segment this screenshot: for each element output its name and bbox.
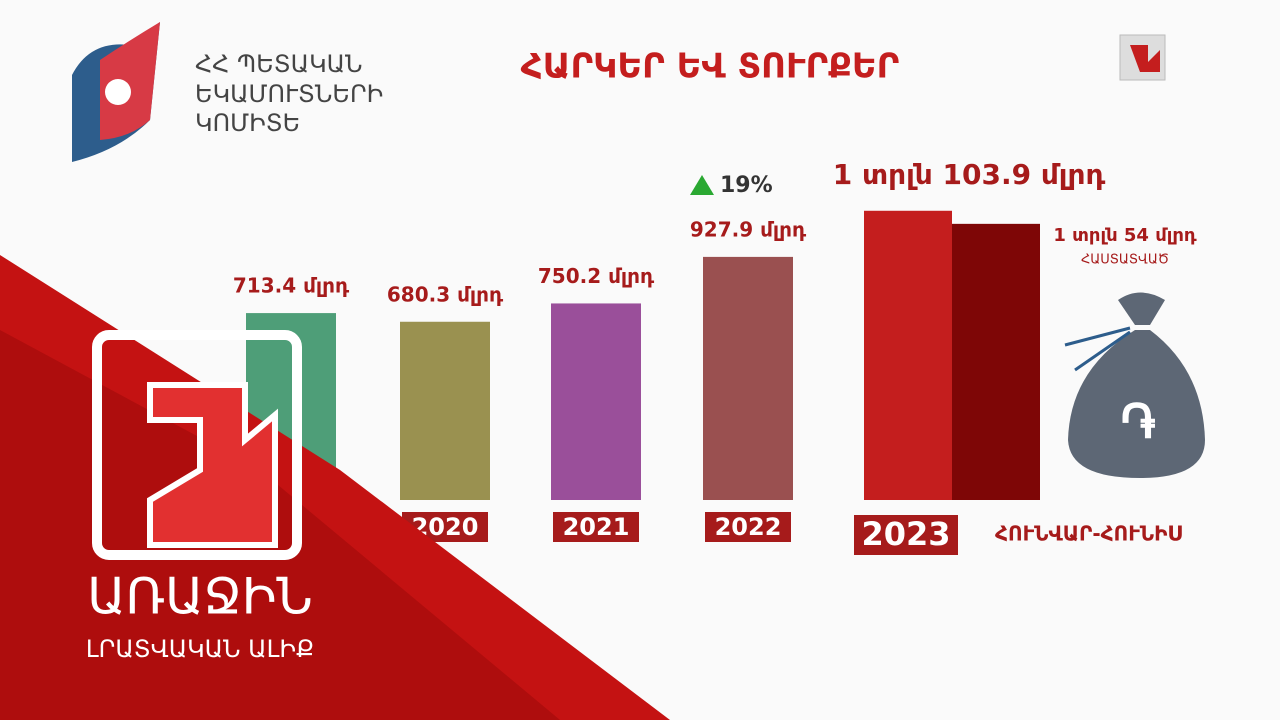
annotation: 19% xyxy=(720,173,773,198)
bar xyxy=(551,303,641,500)
src-logo xyxy=(72,22,160,162)
x-tick-label: 2021 xyxy=(563,513,630,541)
x-tick-label: 2023 xyxy=(861,515,950,553)
channel-name: ԱՌԱՋԻՆ xyxy=(87,568,313,626)
value-label: 713.4 մլրդ xyxy=(233,274,350,298)
x-tick-label: 2022 xyxy=(715,513,782,541)
value-label: 1 տրլն 103.9 մլրդ xyxy=(833,158,1106,191)
value-label: 750.2 մլրդ xyxy=(538,264,655,288)
channel-badge xyxy=(1119,34,1166,81)
bar xyxy=(952,223,1040,501)
bar xyxy=(864,210,952,500)
year-box xyxy=(705,512,791,542)
value-label: 927.9 մլրդ xyxy=(690,217,807,241)
value-label: 680.3 մլրդ xyxy=(387,282,504,306)
bar xyxy=(703,256,793,500)
chart-title: ՀԱՐԿԵՐ ԵՎ ՏՈՒՐՔԵՐ xyxy=(521,47,900,87)
value-label: 1 տրլն 54 մլրդ xyxy=(1053,225,1197,246)
logo-line: ՀՀ ՊԵՏԱԿԱՆ xyxy=(195,50,363,78)
money-bag: ֏ xyxy=(1064,292,1205,478)
year-box xyxy=(854,515,958,555)
logo-line: ԿՈՄԻՏԵ xyxy=(195,109,300,137)
bar xyxy=(400,321,490,500)
up-arrow xyxy=(690,175,714,195)
channel-subtitle: ԼՐԱՏՎԱԿԱՆ ԱԼԻՔ xyxy=(86,635,314,663)
red-overlay xyxy=(0,255,670,720)
logo-line: ԵԿԱՄՈՒՏՆԵՐԻ xyxy=(195,80,383,108)
year-box xyxy=(553,512,639,542)
svg-text:֏: ֏ xyxy=(1120,394,1155,450)
confirmed-label: ՀԱՍՏԱՏՎԱԾ xyxy=(1081,253,1169,268)
period-label: ՀՈՒՆՎԱՐ-ՀՈՒՆԻՍ xyxy=(995,522,1182,546)
